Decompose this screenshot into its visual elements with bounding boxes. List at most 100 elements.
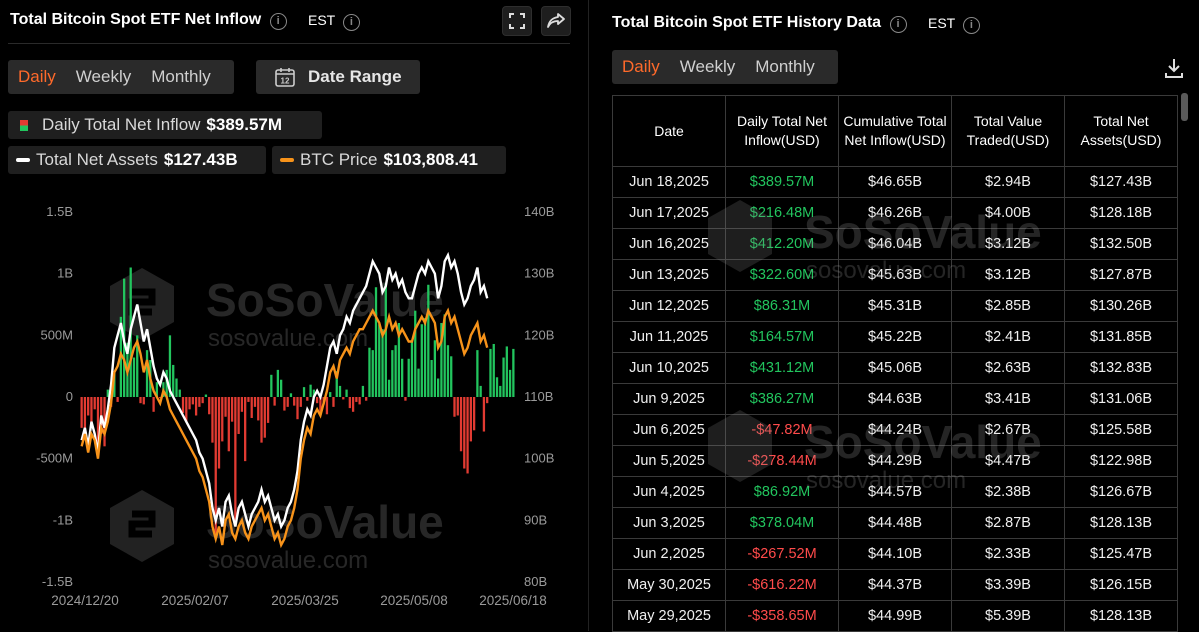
watermark-brand: SoSoValue [206,274,444,326]
share-icon[interactable] [541,6,571,36]
inflow-bar [283,397,286,411]
cell-value-traded: $3.12B [951,228,1065,260]
cell-daily-inflow: $431.12M [725,352,839,384]
table-row[interactable]: Jun 17,2025 $216.48M $46.26B $4.00B $128.18B [612,197,1178,229]
tab-daily[interactable]: Daily [18,67,56,86]
info-icon[interactable]: i [889,16,907,33]
inflow-bar [96,397,100,444]
col-net-assets[interactable]: Total Net Assets(USD) [1064,95,1178,167]
table-row[interactable]: Jun 11,2025 $164.57M $45.22B $2.41B $131.85B [612,321,1178,353]
inflow-bar [315,397,319,404]
cell-cumulative-inflow: $44.29B [838,445,952,477]
inflow-bar [430,360,433,397]
cell-net-assets: $122.98B [1064,445,1178,477]
inflow-bar [453,397,456,417]
inflow-bar [410,341,414,397]
inflow-bar [211,397,214,443]
table-row[interactable]: Jun 16,2025 $412.20M $46.04B $3.12B $132.50B [612,228,1178,260]
inflow-bar [247,397,250,402]
table-row[interactable]: Jun 3,2025 $378.04M $44.48B $2.87B $128.13B [612,507,1178,539]
table-row[interactable]: Jun 10,2025 $431.12M $45.06B $2.63B $132.83B [612,352,1178,384]
cell-daily-inflow: -$47.82M [725,414,839,446]
inflow-bar [270,374,273,397]
cell-date: Jun 4,2025 [612,476,726,508]
inflow-bar [230,397,234,422]
table-tab-daily[interactable]: Daily [622,57,660,76]
fullscreen-glyph [509,13,525,29]
cell-cumulative-inflow: $46.04B [838,228,952,260]
table-row[interactable]: Jun 4,2025 $86.92M $44.57B $2.38B $126.67B [612,476,1178,508]
table-title-text: Total Bitcoin Spot ETF History Data [612,14,882,31]
inflow-bar [505,346,508,397]
table-scrollbar[interactable] [1181,93,1188,121]
inflow-bar [476,350,479,397]
table-timezone: EST i [928,15,980,34]
cell-daily-inflow: $386.27M [725,383,839,415]
table-tab-weekly[interactable]: Weekly [679,57,736,76]
inflow-bar [325,397,329,415]
cell-value-traded: $2.38B [951,476,1065,508]
inflow-bar [172,364,175,397]
inflow-bar [436,378,440,397]
inflow-bar [404,397,407,401]
inflow-bar [142,397,145,405]
cell-date: Jun 11,2025 [612,321,726,353]
inflow-bar [165,369,168,397]
col-date[interactable]: Date [612,95,726,167]
cell-daily-inflow: -$278.44M [725,445,839,477]
inflow-bar [332,397,335,407]
table-row[interactable]: Jun 5,2025 -$278.44M $44.29B $4.47B $122.98B [612,445,1178,477]
table-row[interactable]: Jun 18,2025 $389.57M $46.65B $2.94B $127.43B [612,166,1178,198]
download-icon[interactable] [1162,56,1186,80]
table-row[interactable]: Jun 6,2025 -$47.82M $44.24B $2.67B $125.58B [612,414,1178,446]
cell-net-assets: $126.67B [1064,476,1178,508]
inflow-bar [227,397,230,452]
table-row[interactable]: Jun 12,2025 $86.31M $45.31B $2.85B $130.26B [612,290,1178,322]
inflow-bar [309,384,312,397]
cell-daily-inflow: $86.92M [725,476,839,508]
fullscreen-icon[interactable] [502,6,532,36]
inflow-bar [178,389,181,397]
date-range-button[interactable]: 12 Date Range [256,60,420,94]
table-row[interactable]: Jun 13,2025 $322.60M $45.63B $3.12B $127.87B [612,259,1178,291]
cell-value-traded: $5.39B [951,600,1065,632]
table-row[interactable]: Jun 9,2025 $386.27M $44.63B $3.41B $131.06B [612,383,1178,415]
col-value-traded[interactable]: Total Value Traded(USD) [951,95,1065,167]
timezone-info-icon[interactable]: i [342,14,360,31]
legend-btc-label: BTC Price [300,150,378,169]
inflow-bar [188,397,191,410]
cell-net-assets: $128.13B [1064,600,1178,632]
table-row[interactable]: May 29,2025 -$358.65M $44.99B $5.39B $128.13… [612,600,1178,632]
tab-weekly[interactable]: Weekly [75,67,132,86]
table-timezone-info-icon[interactable]: i [962,17,980,34]
inflow-bar [185,397,188,422]
inflow-chart[interactable]: SoSoValuesosovalue.comSoSoValuesosovalue… [0,200,582,631]
inflow-bar [250,397,253,418]
inflow-bar [191,397,194,405]
y-left-tick-label: -500M [36,451,73,466]
col-daily-inflow[interactable]: Daily Total Net Inflow(USD) [725,95,839,167]
legend-inflow: Daily Total Net Inflow $389.57M [8,111,322,139]
cell-cumulative-inflow: $44.37B [838,569,952,601]
tab-monthly[interactable]: Monthly [151,67,211,86]
inflow-bar [358,397,361,405]
watermark-brand: SoSoValue [206,496,444,548]
inflow-bar [361,385,365,397]
info-icon[interactable]: i [269,13,287,30]
cell-value-traded: $3.12B [951,259,1065,291]
cell-date: Jun 10,2025 [612,352,726,384]
col-cumulative-inflow[interactable]: Cumulative Total Net Inflow(USD) [838,95,952,167]
cell-date: Jun 17,2025 [612,197,726,229]
table-row[interactable]: May 30,2025 -$616.22M $44.37B $3.39B $126.15… [612,569,1178,601]
table-title: Total Bitcoin Spot ETF History Data i [612,14,907,33]
y-left-tick-label: 0 [66,389,73,404]
calendar-icon: 12 [275,68,295,87]
cell-value-traded: $4.47B [951,445,1065,477]
table-tab-monthly[interactable]: Monthly [755,57,815,76]
inflow-bar [87,397,90,416]
inflow-bar [136,335,139,397]
inflow-bar [446,345,450,397]
inflow-bar [489,348,492,397]
table-row[interactable]: Jun 2,2025 -$267.52M $44.10B $2.33B $125.47B [612,538,1178,570]
